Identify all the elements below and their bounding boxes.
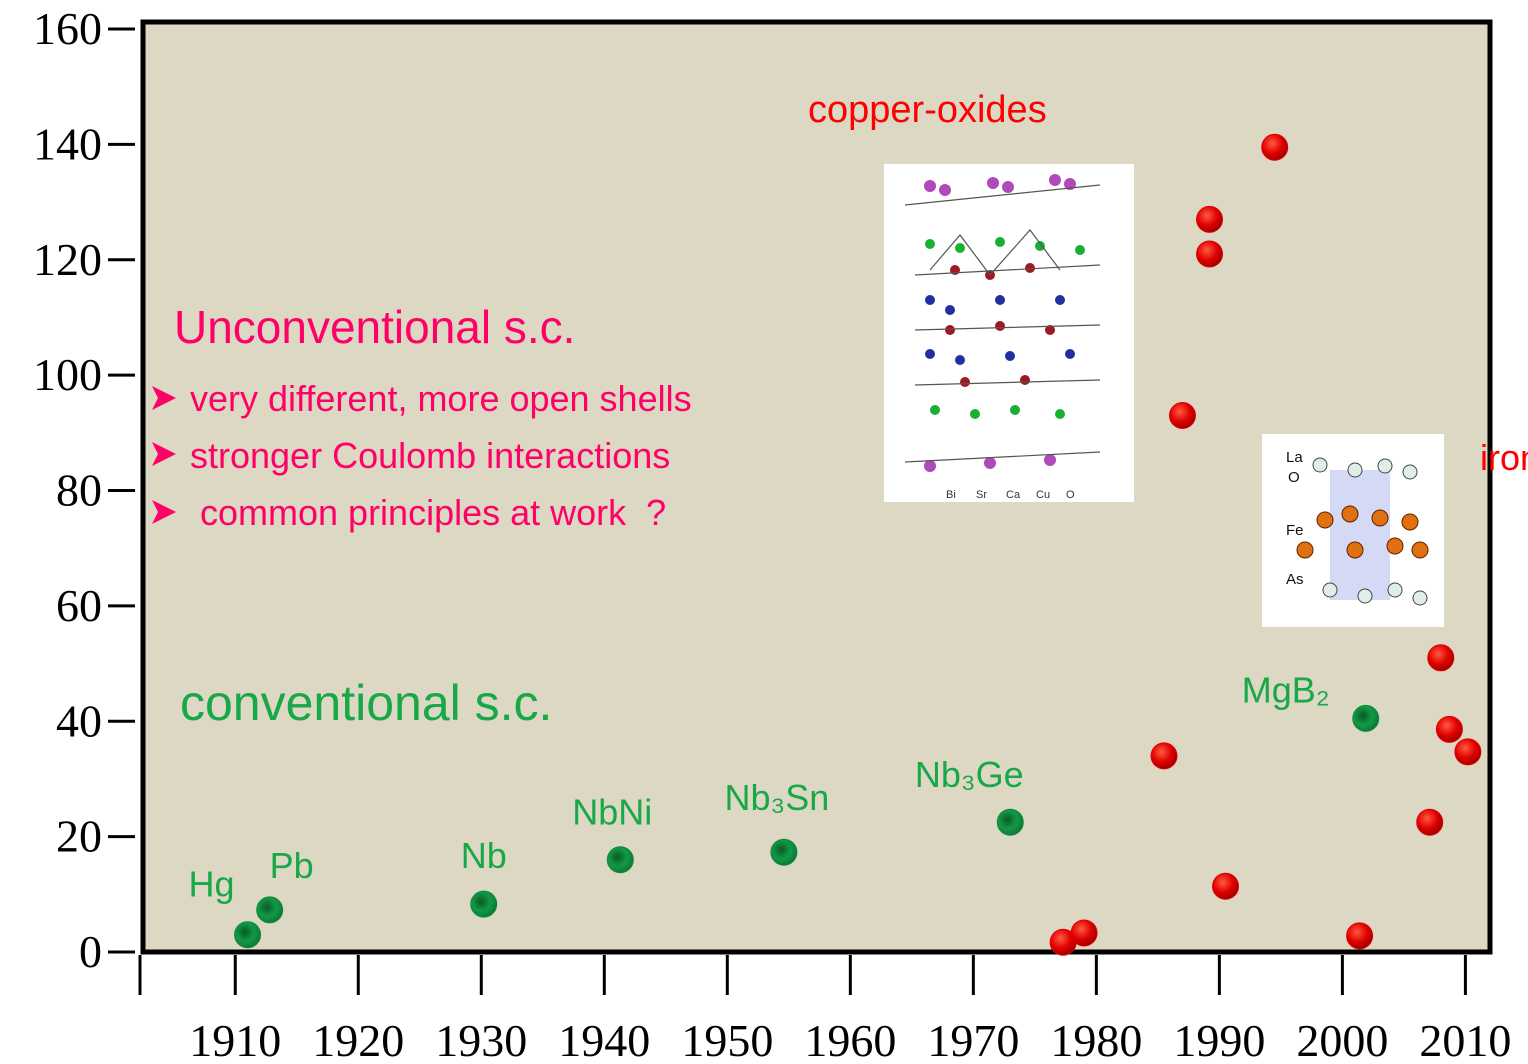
y-tick-label: 40	[56, 695, 102, 746]
point-label: Nb₃Ge	[915, 754, 1024, 795]
image-legend: Cu	[1036, 489, 1050, 501]
x-tick-label: 2000	[1296, 1015, 1388, 1064]
data-point	[1454, 738, 1482, 766]
image-label: Fe	[1286, 522, 1304, 539]
data-point	[606, 846, 634, 874]
y-tick-label: 60	[56, 580, 102, 631]
annotation: iron	[1480, 437, 1528, 478]
x-tick-label: 1930	[435, 1015, 527, 1064]
data-point	[234, 921, 262, 949]
data-point	[1435, 715, 1463, 743]
image-legend: O	[1066, 489, 1075, 501]
y-tick-label: 20	[56, 811, 102, 862]
point-label: MgB₂	[1242, 669, 1330, 710]
data-point	[770, 838, 798, 866]
y-tick-label: 0	[79, 926, 102, 977]
annotation: conventional s.c.	[180, 675, 552, 731]
bullet-text: stronger Coulomb interactions	[190, 435, 670, 476]
y-tick-label: 140	[33, 118, 102, 169]
y-tick-label: 160	[33, 3, 102, 54]
image-label: As	[1286, 571, 1304, 588]
data-point	[1261, 133, 1289, 161]
data-point	[470, 890, 498, 918]
data-point	[996, 808, 1024, 836]
data-point	[1352, 704, 1380, 732]
bullet-arrows	[152, 386, 176, 524]
data-point	[1196, 240, 1224, 268]
data-point	[1150, 742, 1178, 770]
data-point	[1416, 808, 1444, 836]
image-legend: Ca	[1006, 489, 1021, 501]
cuprate-structure-image	[884, 164, 1134, 502]
data-point	[256, 896, 284, 924]
image-legend: Sr	[976, 489, 987, 501]
x-tick-label: 1990	[1173, 1015, 1265, 1064]
point-label: Nb	[461, 835, 507, 876]
data-point	[1070, 919, 1098, 947]
y-tick-label: 80	[56, 465, 102, 516]
x-tick-label: 1950	[681, 1015, 773, 1064]
y-tick-label: 120	[33, 234, 102, 285]
bullet-text: very different, more open shells	[190, 378, 692, 419]
image-label: La	[1286, 449, 1303, 466]
x-tick-label: 1940	[558, 1015, 650, 1064]
annotation: copper-oxides	[808, 89, 1047, 131]
x-tick-label: 1980	[1050, 1015, 1142, 1064]
point-label: Nb₃Sn	[725, 777, 830, 818]
data-point	[1212, 872, 1240, 900]
data-point	[1346, 922, 1374, 950]
image-legend: Bi	[946, 489, 956, 501]
x-tick-label: 1970	[927, 1015, 1019, 1064]
data-point	[1196, 205, 1224, 233]
point-label: Hg	[189, 864, 235, 905]
x-tick-label: 1910	[189, 1015, 281, 1064]
x-tick-label: 1960	[804, 1015, 896, 1064]
pnictide-structure-image	[1262, 434, 1444, 627]
image-label: O	[1288, 469, 1300, 486]
y-tick-label: 100	[33, 349, 102, 400]
bullet-text: common principles at work ?	[190, 492, 666, 533]
point-label: Pb	[270, 845, 314, 886]
x-tick-label: 2010	[1419, 1015, 1511, 1064]
data-point	[1168, 402, 1196, 430]
point-label: NbNi	[572, 792, 652, 833]
x-tick-label: 1920	[312, 1015, 404, 1064]
data-point	[1427, 644, 1455, 672]
annotation: Unconventional s.c.	[174, 301, 575, 353]
